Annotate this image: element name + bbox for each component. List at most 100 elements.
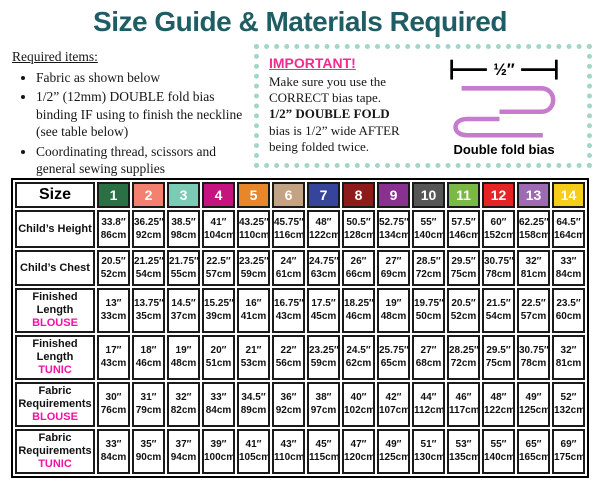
- measurement-cell: 15.25″ 39cm: [202, 288, 235, 333]
- measurement-cell: 38.5″ 98cm: [167, 210, 200, 248]
- measurement-cell: 43.25″ 110cm: [237, 210, 270, 248]
- required-items-list: Fabric as shown below 1/2” (12mm) DOUBLE…: [10, 69, 246, 178]
- measurement-cell: 46″ 117cm: [447, 381, 480, 427]
- size-number-header: 10: [412, 182, 445, 208]
- measurement-cell: 23.25″ 59cm: [307, 334, 340, 380]
- measurement-cell: 23.25″ 59cm: [237, 250, 270, 286]
- size-guide-table: Size 1 2 3 4 5 6 7 8 9 10 11 12 13 14 Child’s Height 33…: [11, 178, 589, 478]
- measurement-cell: 20″ 51cm: [202, 334, 235, 380]
- measurement-cell: 57.5″ 146cm: [447, 210, 480, 248]
- measurement-cell: 51″ 130cm: [412, 428, 445, 474]
- measurement-cell: 14.5″ 37cm: [167, 288, 200, 333]
- measurement-cell: 49″ 125cm: [517, 381, 550, 427]
- svg-text:½″: ½″: [493, 61, 515, 79]
- measurement-cell: 22″ 56cm: [272, 334, 305, 380]
- measurement-cell: 17″ 43cm: [97, 334, 130, 380]
- measurement-cell: 27″ 69cm: [377, 250, 410, 286]
- measurement-cell: 45″ 115cm: [307, 428, 340, 474]
- measurement-cell: 26″ 66cm: [342, 250, 375, 286]
- size-number-header: 7: [307, 182, 340, 208]
- measurement-cell: 21.5″ 54cm: [482, 288, 515, 333]
- table-row: Finished Length BLOUSE 13″ 33cm 13.75″ 35cm 14…: [15, 288, 585, 333]
- important-note-text: IMPORTANT! Make sure you use the CORRECT…: [269, 55, 421, 159]
- measurement-cell: 22.5″ 57cm: [517, 288, 550, 333]
- measurement-cell: 41″ 104cm: [202, 210, 235, 248]
- measurement-cell: 18″ 46cm: [132, 334, 165, 380]
- size-number-header: 9: [377, 182, 410, 208]
- measurement-cell: 28.25″ 72cm: [447, 334, 480, 380]
- measurement-cell: 16″ 41cm: [237, 288, 270, 333]
- measurement-cell: 35″ 90cm: [132, 428, 165, 474]
- measurement-cell: 55″ 140cm: [412, 210, 445, 248]
- measurement-cell: 19″ 48cm: [377, 288, 410, 333]
- row-label: Child’s Height: [15, 210, 95, 248]
- size-table-body: Child’s Height 33.8″ 86cm 36.25″ 92cm 38.5″ 98…: [15, 210, 585, 474]
- measurement-cell: 33″ 84cm: [202, 381, 235, 427]
- measurement-cell: 30.75″ 78cm: [482, 250, 515, 286]
- measurement-cell: 44″ 112cm: [412, 381, 445, 427]
- measurement-cell: 19″ 48cm: [167, 334, 200, 380]
- measurement-cell: 24.5″ 62cm: [342, 334, 375, 380]
- double-fold-bias-icon: [453, 86, 556, 138]
- top-section: Required items: Fabric as shown below 1/…: [0, 40, 600, 176]
- measurement-cell: 45.75″ 116cm: [272, 210, 305, 248]
- measurement-cell: 33″ 84cm: [97, 428, 130, 474]
- measurement-cell: 55″ 140cm: [482, 428, 515, 474]
- measurement-cell: 20.5″ 52cm: [447, 288, 480, 333]
- required-item: 1/2” (12mm) DOUBLE fold bias binding IF …: [36, 88, 246, 141]
- important-line-1: Make sure you use the CORRECT bias tape.: [269, 73, 386, 105]
- measurement-cell: 20.5″ 52cm: [97, 250, 130, 286]
- size-number-header: 1: [97, 182, 130, 208]
- measurement-cell: 52.75″ 134cm: [377, 210, 410, 248]
- row-sublabel: TUNIC: [38, 363, 72, 376]
- measurement-cell: 48″ 122cm: [482, 381, 515, 427]
- measurement-cell: 48″ 122cm: [307, 210, 340, 248]
- measurement-cell: 38″ 97cm: [307, 381, 340, 427]
- measurement-cell: 32″ 81cm: [517, 250, 550, 286]
- row-label: Finished Length TUNIC: [15, 334, 95, 380]
- measurement-cell: 21.75″ 55cm: [167, 250, 200, 286]
- row-sublabel: TUNIC: [38, 457, 72, 470]
- measurement-cell: 47″ 120cm: [342, 428, 375, 474]
- required-item: Coordinating thread, scissors and genera…: [36, 143, 246, 178]
- measurement-cell: 27″ 68cm: [412, 334, 445, 380]
- required-items-block: Required items: Fabric as shown below 1/…: [10, 42, 246, 176]
- measurement-cell: 16.75″ 43cm: [272, 288, 305, 333]
- measurement-cell: 31″ 79cm: [132, 381, 165, 427]
- measurement-cell: 17.5″ 45cm: [307, 288, 340, 333]
- measurement-cell: 42″ 107cm: [377, 381, 410, 427]
- row-label: Finished Length BLOUSE: [15, 288, 95, 333]
- table-row: Fabric Requirements TUNIC 33″ 84cm 35″ 90cm 37…: [15, 428, 585, 474]
- measurement-cell: 13.75″ 35cm: [132, 288, 165, 333]
- measurement-cell: 33.8″ 86cm: [97, 210, 130, 248]
- measurement-cell: 23.5″ 60cm: [552, 288, 585, 333]
- important-line-2: bias is 1/2” wide AFTER being folded twi…: [269, 122, 400, 155]
- size-guide-page: Size Guide & Materials Required Required…: [0, 6, 600, 496]
- measurement-cell: 34.5″ 89cm: [237, 381, 270, 427]
- table-row: Child’s Height 33.8″ 86cm 36.25″ 92cm 38.5″ 98…: [15, 210, 585, 248]
- important-bold-line: 1/2” DOUBLE FOLD: [269, 106, 390, 122]
- size-table-head: Size 1 2 3 4 5 6 7 8 9 10 11 12 13 14: [15, 182, 585, 208]
- measurement-cell: 29.5″ 75cm: [447, 250, 480, 286]
- measurement-cell: 30.75″ 78cm: [517, 334, 550, 380]
- size-number-header: 4: [202, 182, 235, 208]
- size-number-header: 14: [552, 182, 585, 208]
- size-number-header: 13: [517, 182, 550, 208]
- measurement-cell: 49″ 125cm: [377, 428, 410, 474]
- measurement-cell: 62.25″ 158cm: [517, 210, 550, 248]
- half-inch-ruler-icon: ½″: [450, 59, 558, 80]
- table-row: Fabric Requirements BLOUSE 30″ 76cm 31″ 79cm 3…: [15, 381, 585, 427]
- measurement-cell: 24″ 61cm: [272, 250, 305, 286]
- page-title: Size Guide & Materials Required: [93, 6, 507, 37]
- size-number-header: 11: [447, 182, 480, 208]
- measurement-cell: 22.5″ 57cm: [202, 250, 235, 286]
- size-number-header: 8: [342, 182, 375, 208]
- measurement-cell: 53″ 135cm: [447, 428, 480, 474]
- measurement-cell: 25.75″ 65cm: [377, 334, 410, 380]
- measurement-cell: 24.75″ 63cm: [307, 250, 340, 286]
- size-column-header: Size: [15, 182, 95, 208]
- row-label: Fabric Requirements BLOUSE: [15, 381, 95, 427]
- row-sublabel: BLOUSE: [32, 410, 78, 423]
- measurement-cell: 19.75″ 50cm: [412, 288, 445, 333]
- size-number-header: 3: [167, 182, 200, 208]
